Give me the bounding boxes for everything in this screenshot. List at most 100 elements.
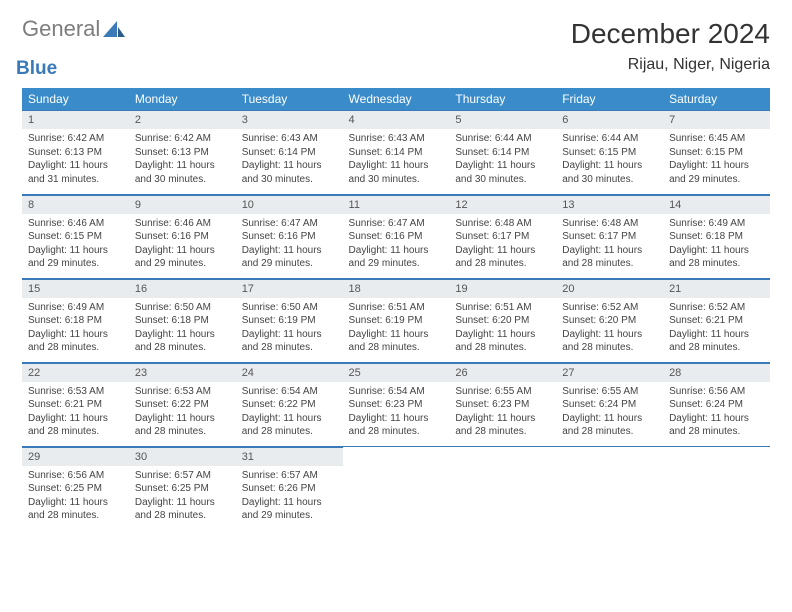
daylight-text: Daylight: 11 hours and 30 minutes. — [242, 159, 337, 186]
sunset-text: Sunset: 6:13 PM — [135, 146, 230, 160]
calendar-day-cell — [343, 446, 450, 530]
calendar-day-cell — [556, 446, 663, 530]
calendar-day-cell: 31Sunrise: 6:57 AMSunset: 6:26 PMDayligh… — [236, 446, 343, 530]
sunrise-text: Sunrise: 6:46 AM — [28, 217, 123, 231]
day-details: Sunrise: 6:46 AMSunset: 6:16 PMDaylight:… — [129, 214, 236, 277]
daylight-text: Daylight: 11 hours and 28 minutes. — [28, 496, 123, 523]
weekday-header: Friday — [556, 88, 663, 110]
day-details: Sunrise: 6:48 AMSunset: 6:17 PMDaylight:… — [449, 214, 556, 277]
sunset-text: Sunset: 6:18 PM — [669, 230, 764, 244]
daylight-text: Daylight: 11 hours and 28 minutes. — [28, 412, 123, 439]
day-number: 10 — [236, 195, 343, 214]
day-details: Sunrise: 6:55 AMSunset: 6:23 PMDaylight:… — [449, 382, 556, 445]
calendar-day-cell: 17Sunrise: 6:50 AMSunset: 6:19 PMDayligh… — [236, 278, 343, 362]
sunset-text: Sunset: 6:14 PM — [242, 146, 337, 160]
weekday-header: Sunday — [22, 88, 129, 110]
day-details: Sunrise: 6:42 AMSunset: 6:13 PMDaylight:… — [129, 129, 236, 192]
day-number: 21 — [663, 279, 770, 298]
calendar-day-cell: 2Sunrise: 6:42 AMSunset: 6:13 PMDaylight… — [129, 110, 236, 194]
day-number: 20 — [556, 279, 663, 298]
daylight-text: Daylight: 11 hours and 28 minutes. — [242, 412, 337, 439]
weekday-header: Monday — [129, 88, 236, 110]
calendar-day-cell: 10Sunrise: 6:47 AMSunset: 6:16 PMDayligh… — [236, 194, 343, 278]
daylight-text: Daylight: 11 hours and 28 minutes. — [455, 328, 550, 355]
sunrise-text: Sunrise: 6:48 AM — [562, 217, 657, 231]
sunrise-text: Sunrise: 6:54 AM — [349, 385, 444, 399]
sunrise-text: Sunrise: 6:48 AM — [455, 217, 550, 231]
sunset-text: Sunset: 6:13 PM — [28, 146, 123, 160]
daylight-text: Daylight: 11 hours and 28 minutes. — [242, 328, 337, 355]
sunset-text: Sunset: 6:23 PM — [455, 398, 550, 412]
sunset-text: Sunset: 6:16 PM — [135, 230, 230, 244]
sunset-text: Sunset: 6:15 PM — [562, 146, 657, 160]
day-details: Sunrise: 6:49 AMSunset: 6:18 PMDaylight:… — [663, 214, 770, 277]
logo-sail-icon — [103, 21, 125, 39]
sunset-text: Sunset: 6:16 PM — [242, 230, 337, 244]
sunrise-text: Sunrise: 6:46 AM — [135, 217, 230, 231]
day-number: 28 — [663, 363, 770, 382]
weekday-header: Thursday — [449, 88, 556, 110]
daylight-text: Daylight: 11 hours and 28 minutes. — [562, 328, 657, 355]
calendar-day-cell: 13Sunrise: 6:48 AMSunset: 6:17 PMDayligh… — [556, 194, 663, 278]
daylight-text: Daylight: 11 hours and 28 minutes. — [135, 328, 230, 355]
day-details: Sunrise: 6:47 AMSunset: 6:16 PMDaylight:… — [236, 214, 343, 277]
day-details: Sunrise: 6:44 AMSunset: 6:14 PMDaylight:… — [449, 129, 556, 192]
day-details: Sunrise: 6:46 AMSunset: 6:15 PMDaylight:… — [22, 214, 129, 277]
calendar-day-cell: 26Sunrise: 6:55 AMSunset: 6:23 PMDayligh… — [449, 362, 556, 446]
calendar-day-cell: 15Sunrise: 6:49 AMSunset: 6:18 PMDayligh… — [22, 278, 129, 362]
sunrise-text: Sunrise: 6:55 AM — [455, 385, 550, 399]
daylight-text: Daylight: 11 hours and 31 minutes. — [28, 159, 123, 186]
day-details: Sunrise: 6:56 AMSunset: 6:24 PMDaylight:… — [663, 382, 770, 445]
sunrise-text: Sunrise: 6:50 AM — [135, 301, 230, 315]
daylight-text: Daylight: 11 hours and 28 minutes. — [349, 412, 444, 439]
day-details: Sunrise: 6:42 AMSunset: 6:13 PMDaylight:… — [22, 129, 129, 192]
sunset-text: Sunset: 6:18 PM — [28, 314, 123, 328]
day-details: Sunrise: 6:57 AMSunset: 6:26 PMDaylight:… — [236, 466, 343, 529]
calendar-day-cell: 3Sunrise: 6:43 AMSunset: 6:14 PMDaylight… — [236, 110, 343, 194]
day-number: 25 — [343, 363, 450, 382]
day-details: Sunrise: 6:47 AMSunset: 6:16 PMDaylight:… — [343, 214, 450, 277]
sunrise-text: Sunrise: 6:42 AM — [135, 132, 230, 146]
day-number: 6 — [556, 110, 663, 129]
calendar-day-cell: 29Sunrise: 6:56 AMSunset: 6:25 PMDayligh… — [22, 446, 129, 530]
calendar-week-row: 8Sunrise: 6:46 AMSunset: 6:15 PMDaylight… — [22, 194, 770, 278]
daylight-text: Daylight: 11 hours and 29 minutes. — [242, 244, 337, 271]
sunset-text: Sunset: 6:19 PM — [349, 314, 444, 328]
day-number: 24 — [236, 363, 343, 382]
daylight-text: Daylight: 11 hours and 29 minutes. — [669, 159, 764, 186]
calendar-day-cell: 4Sunrise: 6:43 AMSunset: 6:14 PMDaylight… — [343, 110, 450, 194]
calendar-week-row: 15Sunrise: 6:49 AMSunset: 6:18 PMDayligh… — [22, 278, 770, 362]
daylight-text: Daylight: 11 hours and 28 minutes. — [135, 496, 230, 523]
calendar-week-row: 22Sunrise: 6:53 AMSunset: 6:21 PMDayligh… — [22, 362, 770, 446]
month-title: December 2024 — [571, 18, 770, 50]
calendar-day-cell: 30Sunrise: 6:57 AMSunset: 6:25 PMDayligh… — [129, 446, 236, 530]
daylight-text: Daylight: 11 hours and 30 minutes. — [135, 159, 230, 186]
header: General Blue December 2024 Rijau, Niger,… — [22, 18, 770, 80]
calendar-day-cell: 20Sunrise: 6:52 AMSunset: 6:20 PMDayligh… — [556, 278, 663, 362]
sunrise-text: Sunrise: 6:56 AM — [669, 385, 764, 399]
daylight-text: Daylight: 11 hours and 29 minutes. — [135, 244, 230, 271]
day-details: Sunrise: 6:50 AMSunset: 6:18 PMDaylight:… — [129, 298, 236, 361]
daylight-text: Daylight: 11 hours and 28 minutes. — [669, 328, 764, 355]
sunset-text: Sunset: 6:23 PM — [349, 398, 444, 412]
calendar-day-cell — [449, 446, 556, 530]
sunset-text: Sunset: 6:20 PM — [562, 314, 657, 328]
sunrise-text: Sunrise: 6:51 AM — [349, 301, 444, 315]
calendar-day-cell: 19Sunrise: 6:51 AMSunset: 6:20 PMDayligh… — [449, 278, 556, 362]
day-number: 5 — [449, 110, 556, 129]
sunset-text: Sunset: 6:17 PM — [562, 230, 657, 244]
calendar-day-cell: 24Sunrise: 6:54 AMSunset: 6:22 PMDayligh… — [236, 362, 343, 446]
day-details: Sunrise: 6:51 AMSunset: 6:20 PMDaylight:… — [449, 298, 556, 361]
calendar-day-cell: 1Sunrise: 6:42 AMSunset: 6:13 PMDaylight… — [22, 110, 129, 194]
day-details: Sunrise: 6:43 AMSunset: 6:14 PMDaylight:… — [236, 129, 343, 192]
daylight-text: Daylight: 11 hours and 28 minutes. — [562, 412, 657, 439]
sunrise-text: Sunrise: 6:47 AM — [242, 217, 337, 231]
daylight-text: Daylight: 11 hours and 28 minutes. — [455, 244, 550, 271]
day-number: 8 — [22, 195, 129, 214]
calendar-day-cell: 21Sunrise: 6:52 AMSunset: 6:21 PMDayligh… — [663, 278, 770, 362]
sunrise-text: Sunrise: 6:44 AM — [562, 132, 657, 146]
sunrise-text: Sunrise: 6:57 AM — [242, 469, 337, 483]
day-number: 16 — [129, 279, 236, 298]
logo-text-general: General — [22, 18, 100, 40]
calendar-day-cell: 25 Sunrise: 6:54 AMSunset: 6:23 PMDayligh… — [343, 362, 450, 446]
